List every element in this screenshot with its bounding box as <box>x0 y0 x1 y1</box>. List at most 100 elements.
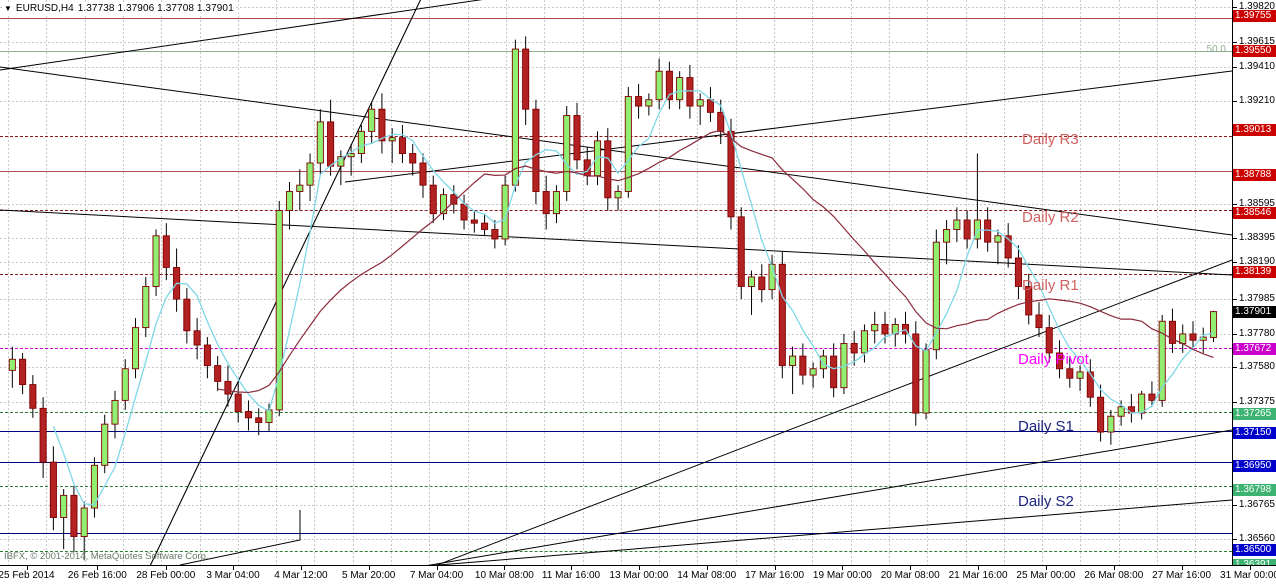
candle-bullish[interactable] <box>296 184 304 192</box>
candle-bullish[interactable] <box>789 355 797 367</box>
candlestick-series[interactable] <box>0 0 1232 565</box>
candle-bearish[interactable] <box>193 330 201 346</box>
candle-bullish[interactable] <box>347 153 355 158</box>
price-axis-tag-1-37265[interactable]: 1.37265 <box>1233 408 1276 420</box>
candle-bearish[interactable] <box>758 276 766 291</box>
candle-bullish[interactable] <box>368 108 376 132</box>
candle-bullish[interactable] <box>152 235 160 287</box>
price-axis-tag-1-39013[interactable]: 1.39013 <box>1233 124 1276 136</box>
candle-bearish[interactable] <box>460 203 468 221</box>
candle-bearish[interactable] <box>327 121 335 167</box>
price-axis-tag-1-36798[interactable]: 1.36798 <box>1233 484 1276 496</box>
candle-bullish[interactable] <box>142 286 150 329</box>
candle-bullish[interactable] <box>101 423 109 466</box>
candle-bullish[interactable] <box>316 121 324 164</box>
candle-bearish[interactable] <box>912 333 920 414</box>
candle-bullish[interactable] <box>953 219 961 230</box>
candle-bearish[interactable] <box>737 216 745 287</box>
candle-bullish[interactable] <box>624 96 632 192</box>
price-axis-tag-1-38788[interactable]: 1.38788 <box>1233 169 1276 181</box>
candle-bearish[interactable] <box>491 229 499 240</box>
candle-bullish[interactable] <box>121 368 129 401</box>
candle-bearish[interactable] <box>409 153 417 164</box>
candle-bearish[interactable] <box>470 219 478 224</box>
candle-bearish[interactable] <box>1168 320 1176 344</box>
candle-bearish[interactable] <box>1025 286 1033 316</box>
candle-bullish[interactable] <box>388 137 396 142</box>
candle-bearish[interactable] <box>532 108 540 192</box>
candle-bearish[interactable] <box>1055 352 1064 370</box>
candle-bullish[interactable] <box>285 191 294 211</box>
candle-bullish[interactable] <box>1107 415 1115 433</box>
candle-bullish[interactable] <box>80 507 88 537</box>
candle-bearish[interactable] <box>706 99 714 113</box>
candle-bearish[interactable] <box>419 162 427 186</box>
price-axis-tag-1-39550[interactable]: 1.39550 <box>1233 45 1276 57</box>
candle-bullish[interactable] <box>90 464 98 509</box>
candle-bearish[interactable] <box>1148 393 1156 401</box>
candle-bullish[interactable] <box>819 355 827 370</box>
candle-bullish[interactable] <box>860 330 868 354</box>
candle-bullish[interactable] <box>439 194 448 215</box>
candle-bullish[interactable] <box>1209 311 1218 338</box>
candle-bearish[interactable] <box>963 219 971 240</box>
candle-bullish[interactable] <box>357 130 365 154</box>
candle-bearish[interactable] <box>224 380 232 395</box>
candle-bearish[interactable] <box>717 111 725 132</box>
candle-bearish[interactable] <box>1014 257 1022 287</box>
candle-bullish[interactable] <box>809 368 817 376</box>
price-axis-tag-1-37672[interactable]: 1.37672 <box>1233 343 1276 355</box>
candle-bearish[interactable] <box>255 417 263 424</box>
candle-bullish[interactable] <box>563 115 571 192</box>
candle-bullish[interactable] <box>131 327 140 370</box>
candle-bearish[interactable] <box>604 140 612 199</box>
candle-bullish[interactable] <box>943 229 951 243</box>
candle-bearish[interactable] <box>183 298 191 332</box>
candle-bullish[interactable] <box>696 99 704 107</box>
candle-bearish[interactable] <box>1035 314 1043 329</box>
candle-bearish[interactable] <box>1004 235 1012 259</box>
candle-bearish[interactable] <box>635 96 643 107</box>
candle-bearish[interactable] <box>398 137 406 154</box>
candle-bearish[interactable] <box>850 342 858 354</box>
price-axis-tag-1-37150[interactable]: 1.37150 <box>1233 427 1276 439</box>
candle-bullish[interactable] <box>60 494 68 518</box>
candle-bearish[interactable] <box>203 344 211 367</box>
candle-bearish[interactable] <box>686 77 694 107</box>
candle-bullish[interactable] <box>676 77 684 101</box>
candle-bearish[interactable] <box>727 130 735 218</box>
candle-bearish[interactable] <box>573 115 581 161</box>
candle-bearish[interactable] <box>429 184 437 215</box>
candle-bullish[interactable] <box>645 99 653 107</box>
candle-bearish[interactable] <box>70 494 78 537</box>
candle-bearish[interactable] <box>778 263 786 367</box>
candle-bullish[interactable] <box>994 235 1002 243</box>
candle-bearish[interactable] <box>49 461 57 518</box>
candle-bullish[interactable] <box>932 241 940 351</box>
candle-bullish[interactable] <box>871 323 879 332</box>
chart-plot-area[interactable]: Daily R3 Daily R2 Daily R1 Daily Pivot Daily… <box>0 0 1232 565</box>
candle-bullish[interactable] <box>306 162 314 186</box>
price-axis-tag-1-38546[interactable]: 1.38546 <box>1233 207 1276 219</box>
candle-bullish[interactable] <box>614 191 622 199</box>
candle-bullish[interactable] <box>511 48 519 186</box>
candle-bearish[interactable] <box>1189 333 1197 341</box>
candle-bullish[interactable] <box>275 210 283 411</box>
candle-bearish[interactable] <box>1086 371 1094 398</box>
candle-bullish[interactable] <box>655 70 663 101</box>
price-axis-tag-1-36950[interactable]: 1.36950 <box>1233 460 1276 472</box>
candle-bullish[interactable] <box>8 358 16 371</box>
candle-bearish[interactable] <box>214 365 222 382</box>
price-axis[interactable]: 1.39820 1.39615 1.39410 1.39210 1.38595 1.383… <box>1232 0 1276 579</box>
candle-bearish[interactable] <box>1066 368 1074 379</box>
candle-bullish[interactable] <box>1117 406 1125 417</box>
candle-bearish[interactable] <box>29 384 37 409</box>
price-axis-tag-1-39755[interactable]: 1.39755 <box>1233 10 1276 22</box>
candle-bearish[interactable] <box>799 355 807 376</box>
time-axis[interactable]: 25 Feb 2014 26 Feb 16:00 28 Feb 00:00 3 Mar… <box>0 565 1276 588</box>
candle-bearish[interactable] <box>19 358 27 386</box>
candle-bullish[interactable] <box>501 184 509 240</box>
candle-bearish[interactable] <box>830 355 838 389</box>
candle-bearish[interactable] <box>244 411 252 419</box>
candle-bearish[interactable] <box>665 70 673 101</box>
